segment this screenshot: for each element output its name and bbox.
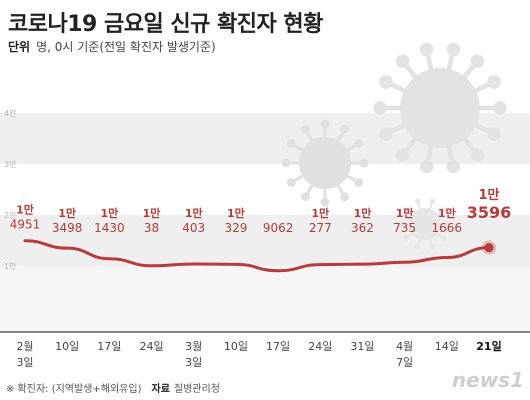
- y-tick-label-1: 2만: [4, 211, 17, 220]
- data-label-value-3: 38: [144, 221, 159, 235]
- x-tick-label-0: 2월: [16, 340, 33, 353]
- x-tick-label-6: 17일: [266, 339, 290, 353]
- data-label-value-8: 362: [351, 221, 374, 235]
- unit-line: 단위 명, 0시 기준(전일 확진자 발생기준): [8, 38, 216, 55]
- x-tick-label-8: 31일: [350, 339, 374, 353]
- data-label-top-1: 1만: [58, 206, 76, 220]
- footer: ※ 확진자: (지역발생+해외유입) 자료 질병관리청: [6, 380, 220, 395]
- x-tick-label-11: 21일: [476, 339, 501, 353]
- data-label-value-9: 735: [393, 221, 416, 235]
- data-label-top-2: 1만: [100, 206, 118, 220]
- virus-illustrations: [281, 42, 507, 250]
- page-title: 코로나19 금요일 신규 확진자 현황: [8, 12, 323, 37]
- news1-logo: news1: [451, 368, 524, 392]
- unit-label: 단위: [8, 40, 31, 54]
- y-tick-label-3: 4만: [4, 109, 17, 118]
- x-tick-sublabel-4: 3일: [185, 355, 202, 369]
- x-tick-sublabel-0: 3일: [16, 355, 33, 369]
- data-label-top-11: 1만: [478, 187, 499, 203]
- data-label-top-4: 1만: [185, 206, 203, 220]
- x-tick-label-7: 24일: [308, 339, 332, 353]
- x-tick-sublabel-9: 7일: [396, 355, 413, 369]
- virus-icon-small: [398, 198, 452, 250]
- x-tick-label-4: 3월: [185, 340, 202, 353]
- data-label-value-4: 403: [182, 221, 205, 235]
- data-label-top-3: 1만: [143, 206, 161, 220]
- data-label-value-7: 277: [309, 221, 332, 235]
- data-label-value-0: 4951: [10, 218, 41, 232]
- data-label-value-1: 3498: [52, 221, 83, 235]
- data-label-value-11: 3596: [467, 203, 512, 222]
- data-label-value-5: 329: [224, 221, 247, 235]
- virus-icon-large: [373, 42, 507, 174]
- data-label-top-10: 1만: [438, 206, 456, 220]
- data-label-value-6: 9062: [263, 221, 294, 235]
- data-label-top-7: 1만: [311, 206, 329, 220]
- y-tick-labels: 1만 2만 3만 4만: [4, 109, 17, 271]
- x-tick-label-9: 4월: [396, 340, 413, 353]
- series-line-layer: [23, 239, 496, 273]
- data-label-value-2: 1430: [94, 221, 125, 235]
- footnote: ※ 확진자: (지역발생+해외유입): [6, 384, 142, 395]
- data-label-6: 9062: [263, 221, 294, 235]
- grid-band-base: [0, 266, 530, 332]
- x-axis: 2월 3일 10일 17일 24일 3월 3일 10일 17일 24일 31일 4월 7일 14일 21일: [0, 331, 530, 369]
- x-tick-label-3: 24일: [139, 339, 163, 353]
- data-label-top-5: 1만: [227, 206, 245, 220]
- source-label: 자료: [151, 384, 170, 395]
- unit-text: 명, 0시 기준(전일 확진자 발생기준): [36, 40, 216, 54]
- x-tick-label-10: 14일: [435, 339, 459, 353]
- y-tick-label-0: 1만: [4, 262, 17, 271]
- data-label-top-8: 1만: [354, 206, 372, 220]
- y-tick-label-2: 3만: [4, 160, 17, 169]
- series-line: [23, 239, 491, 273]
- data-label-value-10: 1666: [432, 221, 463, 235]
- virus-icon-medium: [281, 119, 369, 207]
- x-tick-label-2: 17일: [97, 339, 121, 353]
- data-label-top-9: 1만: [396, 206, 414, 220]
- chart-bands: [0, 113, 530, 332]
- highlight-point: [484, 243, 494, 253]
- source-text: 질병관리청: [173, 384, 220, 395]
- x-tick-label-5: 10일: [224, 339, 248, 353]
- x-tick-label-1: 10일: [55, 339, 79, 353]
- data-label-top-0: 1만: [16, 203, 34, 217]
